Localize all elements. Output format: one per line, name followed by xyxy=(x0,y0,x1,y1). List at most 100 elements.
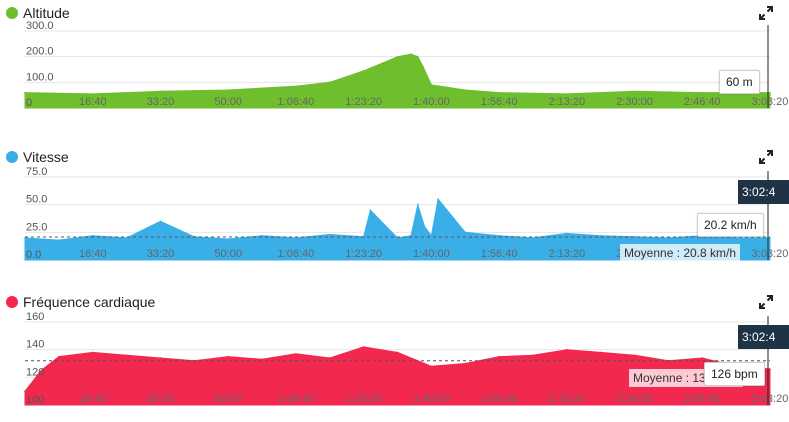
data-point xyxy=(362,346,365,348)
x-tick-label: 16:40 xyxy=(79,248,107,260)
data-point xyxy=(417,55,419,58)
data-point xyxy=(227,238,229,240)
data-point xyxy=(566,232,568,235)
x-tick-label: 1:06:40 xyxy=(278,393,315,405)
data-point xyxy=(464,89,467,91)
data-point xyxy=(599,351,602,354)
data-point xyxy=(769,368,771,370)
altitude-legend-dot xyxy=(6,7,18,19)
data-point xyxy=(295,85,297,87)
data-point xyxy=(566,348,568,351)
x-tick-label: 1:56:40 xyxy=(481,393,518,405)
data-point xyxy=(410,234,412,237)
x-tick-label: 33:20 xyxy=(147,393,175,405)
data-point xyxy=(381,62,384,64)
x-tick-label: 50:00 xyxy=(214,393,242,405)
x-tick-label: 2:30:00 xyxy=(616,96,653,108)
heart-rate-tooltip: 126 bpm xyxy=(704,362,765,386)
data-point xyxy=(430,365,433,368)
data-point xyxy=(422,66,425,68)
y-tick-label: 75.0 xyxy=(26,166,47,178)
y-tick-label: 120 xyxy=(26,366,44,378)
heart-rate-legend-dot xyxy=(6,296,18,308)
y-tick-label: 0 xyxy=(26,97,32,109)
data-point xyxy=(295,353,297,355)
data-point xyxy=(599,234,602,237)
data-point xyxy=(369,209,372,211)
y-tick-label: 25.0 xyxy=(26,221,47,233)
heart-rate-time-badge: 3:02:4 xyxy=(738,325,789,349)
data-point xyxy=(227,355,229,358)
data-point xyxy=(261,234,263,237)
y-tick-label: 100.0 xyxy=(26,71,54,83)
y-tick-label: 140 xyxy=(26,339,44,351)
data-point xyxy=(410,53,412,55)
data-point xyxy=(159,90,162,93)
data-point xyxy=(633,235,636,238)
data-point xyxy=(91,351,94,354)
y-tick-label: 300.0 xyxy=(26,20,54,32)
speed-title: Vitesse xyxy=(23,149,69,165)
y-tick-label: 0.0 xyxy=(26,249,41,261)
x-tick-label: 1:40:00 xyxy=(413,393,450,405)
speed-time-badge: 3:02:4 xyxy=(738,180,789,204)
data-point xyxy=(362,69,365,72)
data-point xyxy=(159,357,162,359)
x-tick-label: 1:06:40 xyxy=(278,96,315,108)
data-point xyxy=(227,89,229,91)
x-tick-label: 1:23:20 xyxy=(345,96,382,108)
data-point xyxy=(701,91,704,94)
data-point xyxy=(701,357,704,359)
data-point xyxy=(464,231,467,234)
y-tick-label: 200.0 xyxy=(26,46,54,58)
data-point xyxy=(328,233,331,236)
data-point xyxy=(464,362,467,365)
data-point xyxy=(417,203,419,206)
x-tick-label: 1:56:40 xyxy=(481,96,518,108)
x-tick-label: 2:13:20 xyxy=(548,96,585,108)
x-tick-label: 50:00 xyxy=(214,96,242,108)
speed-tooltip: 20.2 km/h xyxy=(697,213,764,237)
x-tick-label: 1:56:40 xyxy=(481,248,518,260)
x-tick-label: 3:03:20 xyxy=(752,248,789,260)
x-tick-label: 33:20 xyxy=(147,96,175,108)
data-point xyxy=(328,357,331,359)
speed-header: Vitesse xyxy=(6,147,69,167)
x-tick-label: 3:03:20 xyxy=(752,96,789,108)
x-tick-label: 1:23:20 xyxy=(345,248,382,260)
heart-rate-header: Fréquence cardiaque xyxy=(6,292,155,312)
y-tick-label: 160 xyxy=(26,311,44,323)
x-tick-label: 2:13:20 xyxy=(548,248,585,260)
data-point xyxy=(498,234,500,237)
data-point xyxy=(396,55,399,58)
x-tick-label: 1:40:00 xyxy=(413,248,450,260)
data-point xyxy=(24,91,26,94)
data-point xyxy=(633,90,636,93)
data-point xyxy=(769,91,771,94)
altitude-header: Altitude xyxy=(6,3,70,23)
speed-panel: Vitesse 75.0 50.0 25.0 0.0 16:40 33:20 50:00 1:… xyxy=(0,147,789,265)
heart-rate-title: Fréquence cardiaque xyxy=(23,294,156,310)
expand-icon[interactable] xyxy=(759,6,773,20)
data-point xyxy=(58,355,60,358)
expand-icon[interactable] xyxy=(759,295,773,309)
expand-icon[interactable] xyxy=(759,150,773,164)
heart-rate-chart[interactable]: 160 140 120 100 16:40 33:20 50:00 1:06:40 1:23:2… xyxy=(0,292,789,410)
y-tick-label: 50.0 xyxy=(26,194,47,206)
data-point xyxy=(91,234,94,237)
x-tick-label: 2:13:20 xyxy=(548,393,585,405)
data-point xyxy=(532,237,534,239)
x-tick-label: 2:30:00 xyxy=(616,393,653,405)
data-point xyxy=(159,220,162,223)
data-point xyxy=(40,369,43,372)
data-point xyxy=(633,354,636,356)
speed-legend-dot xyxy=(6,151,18,163)
data-point xyxy=(125,354,128,356)
x-tick-label: 33:20 xyxy=(147,248,175,260)
x-tick-label: 2:46:40 xyxy=(684,96,721,108)
altitude-tooltip: 60 m xyxy=(719,70,760,94)
x-tick-label: 1:06:40 xyxy=(278,248,315,260)
x-tick-label: 1:40:00 xyxy=(413,96,450,108)
data-point xyxy=(24,390,26,392)
altitude-chart[interactable]: 300.0 200.0 100.0 0 16:40 33:20 50:00 1:06:40 1:… xyxy=(0,3,789,115)
